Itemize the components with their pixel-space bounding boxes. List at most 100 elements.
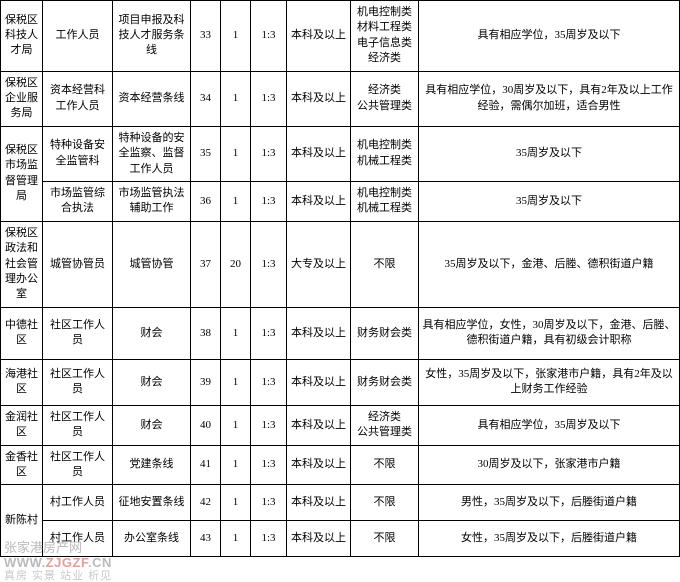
cell-edu: 大专及以上 bbox=[287, 221, 351, 307]
cell-code: 33 bbox=[191, 1, 221, 72]
cell-count: 1 bbox=[221, 71, 251, 126]
cell-position: 资本经营科工作人员 bbox=[43, 71, 113, 126]
cell-position: 村工作人员 bbox=[43, 485, 113, 521]
cell-code: 35 bbox=[191, 126, 221, 181]
cell-major: 不限 bbox=[351, 221, 419, 307]
cell-dept: 保税区科技人才局 bbox=[1, 1, 43, 72]
cell-edu: 本科及以上 bbox=[287, 181, 351, 221]
cell-req: 具有相应学位，35周岁及以下 bbox=[419, 1, 680, 72]
cell-edu: 本科及以上 bbox=[287, 126, 351, 181]
cell-major: 不限 bbox=[351, 485, 419, 521]
cell-ratio: 1:3 bbox=[251, 405, 287, 445]
cell-dept: 保税区政法和社会管理办公室 bbox=[1, 221, 43, 307]
watermark-domain: WWW.ZJGZF.CN bbox=[4, 556, 112, 570]
cell-count: 1 bbox=[221, 359, 251, 405]
cell-major: 财务财会类 bbox=[351, 359, 419, 405]
cell-count: 1 bbox=[221, 521, 251, 557]
cell-code: 41 bbox=[191, 445, 221, 485]
cell-duty: 财会 bbox=[113, 359, 191, 405]
cell-ratio: 1:3 bbox=[251, 445, 287, 485]
cell-position: 村工作人员 bbox=[43, 521, 113, 557]
cell-req: 35周岁及以下 bbox=[419, 181, 680, 221]
cell-edu: 本科及以上 bbox=[287, 359, 351, 405]
cell-code: 42 bbox=[191, 485, 221, 521]
cell-dept: 金香社区 bbox=[1, 445, 43, 485]
cell-duty: 财会 bbox=[113, 405, 191, 445]
cell-duty: 党建条线 bbox=[113, 445, 191, 485]
cell-major: 不限 bbox=[351, 521, 419, 557]
cell-count: 20 bbox=[221, 221, 251, 307]
cell-count: 1 bbox=[221, 181, 251, 221]
table-row: 保税区企业服务局资本经营科工作人员资本经营条线3411:3本科及以上经济类公共管… bbox=[1, 71, 680, 126]
cell-ratio: 1:3 bbox=[251, 71, 287, 126]
cell-code: 43 bbox=[191, 521, 221, 557]
cell-ratio: 1:3 bbox=[251, 359, 287, 405]
cell-code: 40 bbox=[191, 405, 221, 445]
cell-req: 35周岁及以下，金港、后塍、德积街道户籍 bbox=[419, 221, 680, 307]
table-row: 金润社区社区工作人员财会4011:3本科及以上经济类公共管理类具有相应学位，35… bbox=[1, 405, 680, 445]
cell-position: 社区工作人员 bbox=[43, 307, 113, 359]
cell-ratio: 1:3 bbox=[251, 1, 287, 72]
cell-ratio: 1:3 bbox=[251, 485, 287, 521]
recruitment-table: 保税区科技人才局工作人员项目申报及科技人才服务条线3311:3本科及以上机电控制… bbox=[0, 0, 680, 557]
table-row: 金香社区社区工作人员党建条线4111:3本科及以上不限30周岁及以下，张家港市户… bbox=[1, 445, 680, 485]
cell-duty: 办公室条线 bbox=[113, 521, 191, 557]
cell-duty: 城管协管 bbox=[113, 221, 191, 307]
cell-dept: 海港社区 bbox=[1, 359, 43, 405]
cell-req: 35周岁及以下 bbox=[419, 126, 680, 181]
cell-major: 机电控制类机械工程类 bbox=[351, 181, 419, 221]
cell-req: 具有相应学位，35周岁及以下 bbox=[419, 405, 680, 445]
cell-ratio: 1:3 bbox=[251, 221, 287, 307]
cell-position: 社区工作人员 bbox=[43, 359, 113, 405]
cell-code: 38 bbox=[191, 307, 221, 359]
cell-position: 工作人员 bbox=[43, 1, 113, 72]
cell-req: 30周岁及以下，张家港市户籍 bbox=[419, 445, 680, 485]
cell-req: 具有相应学位，女性，30周岁及以下，金港、后塍、德积街道户籍，具有初级会计职称 bbox=[419, 307, 680, 359]
cell-duty: 征地安置条线 bbox=[113, 485, 191, 521]
cell-count: 1 bbox=[221, 126, 251, 181]
cell-count: 1 bbox=[221, 1, 251, 72]
watermark-slogan: 真房 实景 站业 析见 bbox=[4, 570, 112, 582]
cell-ratio: 1:3 bbox=[251, 126, 287, 181]
table-row: 保税区科技人才局工作人员项目申报及科技人才服务条线3311:3本科及以上机电控制… bbox=[1, 1, 680, 72]
cell-edu: 本科及以上 bbox=[287, 485, 351, 521]
table-row: 村工作人员办公室条线4311:3本科及以上不限女性，35周岁及以下，后塍街道户籍 bbox=[1, 521, 680, 557]
cell-position: 特种设备安全监管科 bbox=[43, 126, 113, 181]
cell-position: 社区工作人员 bbox=[43, 445, 113, 485]
cell-req: 具有相应学位，30周岁及以下，具有2年及以上工作经验，需偶尔加班，适合男性 bbox=[419, 71, 680, 126]
cell-ratio: 1:3 bbox=[251, 307, 287, 359]
cell-code: 34 bbox=[191, 71, 221, 126]
cell-major: 经济类公共管理类 bbox=[351, 71, 419, 126]
cell-count: 1 bbox=[221, 445, 251, 485]
cell-edu: 本科及以上 bbox=[287, 405, 351, 445]
table-row: 新陈村村工作人员征地安置条线4211:3本科及以上不限男性，35周岁及以下，后塍… bbox=[1, 485, 680, 521]
cell-req: 女性，35周岁及以下，后塍街道户籍 bbox=[419, 521, 680, 557]
cell-dept: 新陈村 bbox=[1, 485, 43, 557]
cell-edu: 本科及以上 bbox=[287, 445, 351, 485]
cell-duty: 项目申报及科技人才服务条线 bbox=[113, 1, 191, 72]
cell-code: 36 bbox=[191, 181, 221, 221]
cell-count: 1 bbox=[221, 307, 251, 359]
cell-ratio: 1:3 bbox=[251, 181, 287, 221]
cell-major: 机电控制类机械工程类 bbox=[351, 126, 419, 181]
cell-code: 37 bbox=[191, 221, 221, 307]
cell-ratio: 1:3 bbox=[251, 521, 287, 557]
cell-req: 女性，35周岁及以下，张家港市户籍，具有2年及以上财务工作经验 bbox=[419, 359, 680, 405]
cell-edu: 本科及以上 bbox=[287, 71, 351, 126]
table-row: 保税区政法和社会管理办公室城管协管员城管协管37201:3大专及以上不限35周岁… bbox=[1, 221, 680, 307]
cell-major: 经济类公共管理类 bbox=[351, 405, 419, 445]
cell-req: 男性，35周岁及以下，后塍街道户籍 bbox=[419, 485, 680, 521]
cell-position: 社区工作人员 bbox=[43, 405, 113, 445]
cell-dept: 金润社区 bbox=[1, 405, 43, 445]
table-row: 市场监管综合执法市场监管执法辅助工作3611:3本科及以上机电控制类机械工程类3… bbox=[1, 181, 680, 221]
cell-duty: 特种设备的安全监察、监督工作人员 bbox=[113, 126, 191, 181]
cell-dept: 保税区市场监督管理局 bbox=[1, 126, 43, 221]
cell-position: 市场监管综合执法 bbox=[43, 181, 113, 221]
cell-dept: 保税区企业服务局 bbox=[1, 71, 43, 126]
cell-duty: 资本经营条线 bbox=[113, 71, 191, 126]
cell-major: 不限 bbox=[351, 445, 419, 485]
cell-count: 1 bbox=[221, 405, 251, 445]
table-row: 保税区市场监督管理局特种设备安全监管科特种设备的安全监察、监督工作人员3511:… bbox=[1, 126, 680, 181]
table-row: 中德社区社区工作人员财会3811:3本科及以上财务财会类具有相应学位，女性，30… bbox=[1, 307, 680, 359]
cell-position: 城管协管员 bbox=[43, 221, 113, 307]
